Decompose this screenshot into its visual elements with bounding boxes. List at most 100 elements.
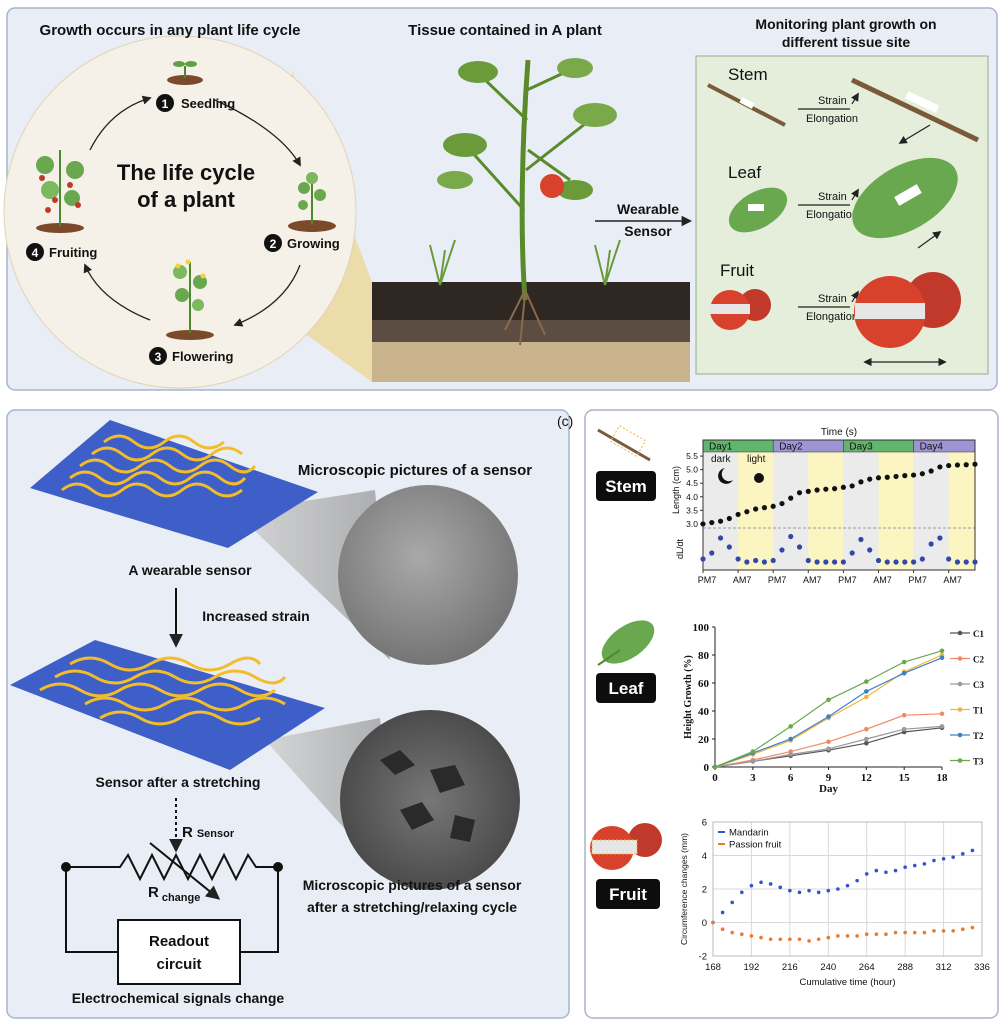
strain-label: Strain: [818, 293, 847, 305]
data-point: [832, 559, 838, 565]
data-point: [700, 556, 706, 562]
data-point: [796, 544, 803, 550]
data-point: [711, 920, 715, 925]
data-point: [797, 890, 802, 895]
data-point: [893, 930, 898, 935]
data-point: [797, 937, 802, 942]
sensor-caption: A wearable sensor: [128, 562, 252, 578]
legend-label: Mandarin: [729, 828, 769, 839]
x-tick-label: 12: [861, 772, 873, 784]
strain-caption: Increased strain: [202, 608, 309, 624]
stage-label: Seedling: [181, 96, 235, 111]
legend-marker: [957, 732, 963, 738]
data-point: [779, 500, 785, 507]
elongation-label: Elongation: [806, 311, 858, 323]
y-tick-label: 2: [702, 885, 707, 896]
x-tick-label: 264: [859, 962, 875, 973]
data-point: [840, 559, 846, 565]
data-point: [954, 462, 961, 468]
data-point: [884, 870, 888, 875]
data-point: [753, 557, 759, 564]
light-period: [948, 452, 975, 570]
x-tick-label: PM7: [698, 575, 717, 585]
data-point: [912, 863, 917, 868]
x-axis-label: Day: [819, 783, 838, 795]
data-point: [778, 937, 783, 942]
data-point: [875, 475, 882, 481]
data-point: [867, 547, 873, 553]
data-point: [954, 559, 961, 565]
tissue-tag: [596, 879, 660, 909]
data-point: [874, 868, 879, 873]
data-point: [919, 556, 925, 562]
data-point: [788, 888, 792, 893]
data-point: [960, 927, 965, 931]
stage-label: Growing: [287, 236, 340, 251]
data-point: [717, 535, 724, 541]
day-label: Day2: [779, 442, 803, 453]
sensor-caption: Sensor after a stretching: [96, 774, 261, 790]
data-point: [849, 550, 855, 556]
data-point: [749, 934, 754, 938]
x-tick-label: PM7: [908, 575, 927, 585]
data-point: [855, 934, 859, 938]
data-point: [864, 932, 869, 937]
y-tick-label: 20: [698, 734, 710, 746]
data-point: [823, 486, 829, 492]
y-axis-label: Height Growth (%): [683, 655, 694, 739]
seedling-icon: [167, 61, 203, 85]
data-point: [730, 900, 735, 905]
plot-frame: [702, 439, 976, 571]
data-point: [761, 559, 768, 565]
light-period: [808, 452, 844, 570]
data-point: [836, 934, 840, 938]
sensor-label: Wearable: [617, 201, 679, 217]
data-point: [788, 533, 794, 540]
data-point: [901, 670, 907, 676]
data-point: [759, 935, 763, 940]
legend-label: T2: [973, 731, 984, 741]
legend-label: T3: [973, 757, 984, 767]
cycle-arrow: [83, 263, 151, 321]
data-point: [864, 872, 869, 876]
chart-title: Time (s): [821, 427, 857, 438]
data-point: [884, 932, 888, 937]
x-tick-label: 15: [899, 772, 911, 784]
y-tick-label: 100: [693, 622, 710, 634]
day-label: Day3: [849, 442, 873, 453]
legend-label: C2: [973, 655, 984, 665]
data-point: [884, 559, 890, 565]
data-point: [864, 694, 869, 700]
y-tick-label: 5.5: [686, 451, 698, 461]
data-point: [864, 736, 869, 742]
x-tick-label: AM7: [803, 575, 822, 585]
cycle-center: of a plant: [137, 187, 235, 212]
data-point: [960, 852, 965, 856]
circuit: [61, 842, 283, 985]
sem-cracks: [380, 750, 475, 842]
data-point: [826, 697, 831, 703]
panel-label: (c): [557, 413, 573, 429]
x-tick-label: AM7: [873, 575, 892, 585]
data-point: [826, 714, 831, 719]
signals-caption: Electrochemical signals change: [72, 990, 285, 1006]
legend-label: Passion fruit: [729, 840, 782, 851]
data-point: [778, 885, 783, 890]
cycle-arrow: [89, 95, 152, 151]
data-point: [864, 689, 869, 694]
y-tick-label: 80: [698, 650, 710, 662]
cycle-title: Growth occurs in any plant life cycle: [40, 22, 301, 39]
x-tick-label: 3: [750, 772, 756, 784]
tissue-illustrations: [707, 77, 980, 348]
data-point: [932, 929, 936, 933]
data-point: [864, 740, 869, 746]
data-point: [807, 888, 811, 893]
data-point: [744, 559, 750, 565]
data-point: [768, 882, 773, 886]
data-point: [805, 557, 811, 564]
plot-frame: [712, 821, 983, 957]
data-point: [712, 764, 718, 770]
stage-badge: [264, 234, 282, 252]
